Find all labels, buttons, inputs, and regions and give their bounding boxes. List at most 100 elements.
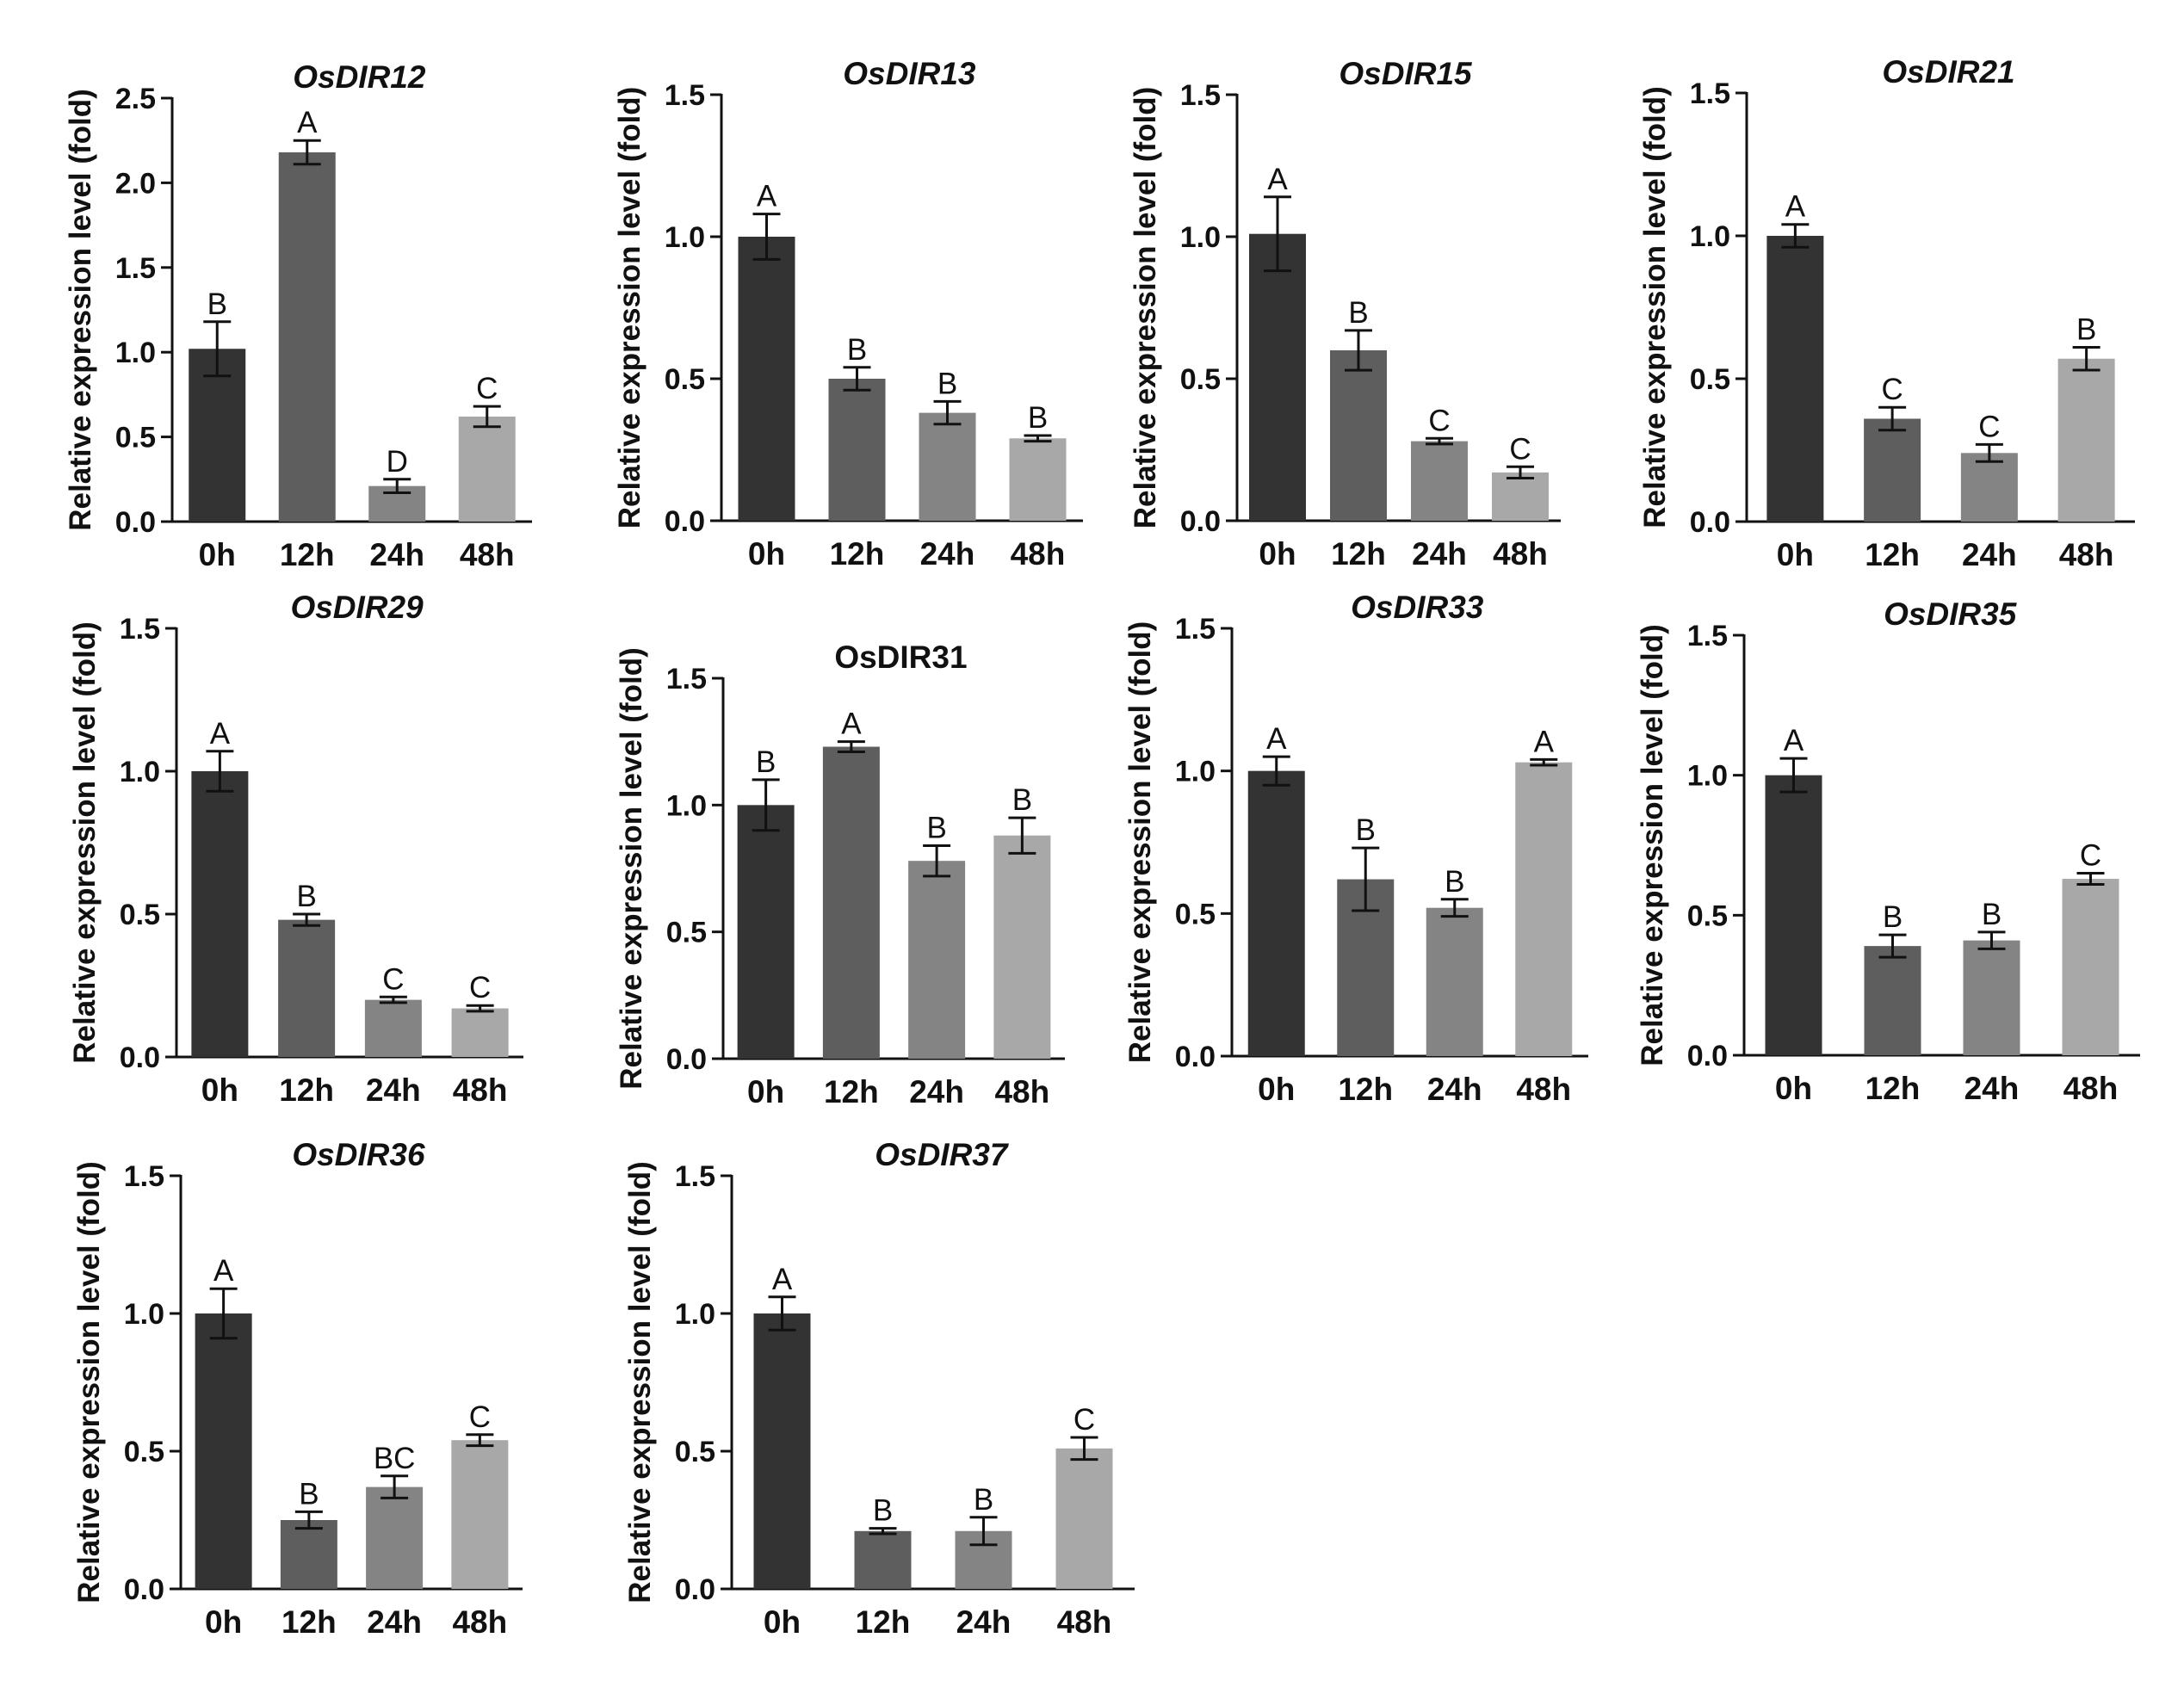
significance-letter-0h: A [1784, 724, 1804, 757]
error-bar-12h [293, 912, 321, 927]
bar-24h [919, 412, 976, 521]
bar-12h [1864, 418, 1921, 522]
y-tick-label: 0.5 [1180, 363, 1221, 396]
bar-24h [364, 999, 422, 1057]
y-tick-label: 0.5 [120, 899, 160, 931]
chart-panel-osdir33: 0.0 0.5 1.0 1.5 Relative expression level (f… [1123, 590, 1588, 1107]
error-bar-0h [1779, 757, 1808, 794]
y-tick-label: 1.0 [666, 789, 707, 822]
error-bar-24h [933, 399, 962, 426]
x-tick-label-48h: 48h [1516, 1072, 1571, 1107]
y-axis-title: Relative expression level (fold) [72, 1161, 106, 1604]
bar-12h [1864, 946, 1921, 1055]
x-tick-label-0h: 0h [747, 1074, 784, 1109]
y-tick-label: 1.5 [1180, 79, 1221, 112]
bar-48h [1009, 438, 1067, 521]
error-bar-24h [380, 1474, 409, 1499]
significance-letter-24h: B [937, 367, 957, 400]
bar-24h [1426, 907, 1483, 1056]
x-tick-label-24h: 24h [1427, 1072, 1482, 1107]
significance-letter-0h: A [1267, 163, 1288, 196]
error-bar-0h [203, 320, 232, 378]
bar-48h [993, 835, 1051, 1059]
bar-24h [366, 1486, 424, 1589]
chart-title: OsDIR21 [1882, 54, 2014, 90]
x-tick-label-48h: 48h [452, 1604, 507, 1640]
x-tick-label-0h: 0h [201, 1072, 238, 1108]
y-tick-label: 0.0 [1175, 1041, 1216, 1073]
error-bar-24h [1977, 930, 2006, 950]
bar-48h [1055, 1448, 1113, 1589]
x-tick-label-24h: 24h [1962, 537, 2017, 572]
chart-panel-osdir12: 0.0 0.5 1.0 1.5 2.0 2.5 Relative expression le… [64, 59, 532, 572]
y-tick-label: 0.5 [124, 1436, 164, 1468]
chart-title: OsDIR15 [1339, 56, 1473, 91]
y-tick-label: 1.5 [666, 663, 707, 695]
error-bar-12h [837, 740, 865, 753]
error-bar-12h [294, 1510, 323, 1530]
significance-letter-0h: A [1785, 190, 1806, 224]
y-tick-label: 0.0 [1687, 1040, 1728, 1072]
chart-title: OsDIR37 [875, 1137, 1010, 1172]
y-axis-title: Relative expression level (fold) [68, 621, 102, 1064]
x-tick-label-24h: 24h [366, 1072, 421, 1108]
y-tick-label: 0.5 [665, 363, 705, 396]
y-tick-label: 1.0 [1690, 220, 1730, 253]
y-tick-label: 1.0 [1175, 756, 1216, 788]
bar-12h [822, 746, 880, 1059]
x-tick-label-48h: 48h [1493, 536, 1548, 572]
significance-letter-24h: C [1428, 404, 1450, 437]
error-bar-0h [1264, 195, 1291, 273]
x-tick-label-12h: 12h [282, 1604, 337, 1640]
significance-letter-12h: B [1883, 900, 1902, 934]
significance-letter-0h: A [210, 717, 231, 751]
y-axis-title: Relative expression level (fold) [623, 1161, 657, 1604]
x-tick-label-48h: 48h [2059, 537, 2114, 572]
error-bar-48h [2072, 345, 2100, 372]
significance-letter-48h: B [2076, 312, 2096, 346]
y-tick-label: 0.5 [1687, 899, 1728, 932]
x-tick-label-24h: 24h [1412, 536, 1467, 572]
bar-24h [1963, 940, 2020, 1055]
significance-letter-12h: A [297, 106, 318, 139]
y-tick-label: 1.0 [120, 756, 160, 788]
significance-letter-48h: A [1534, 725, 1555, 758]
significance-letter-12h: B [296, 880, 316, 913]
chart-panel-osdir13: 0.0 0.5 1.0 1.5 Relative expression level (f… [613, 56, 1083, 572]
y-tick-label: 2.5 [115, 83, 156, 115]
bar-12h [280, 1520, 337, 1589]
significance-letter-48h: C [1509, 432, 1531, 466]
significance-letter-24h: B [974, 1483, 993, 1517]
error-bar-12h [843, 366, 871, 392]
x-tick-label-0h: 0h [199, 537, 236, 572]
bar-0h [1247, 770, 1305, 1056]
error-bar-48h [1507, 465, 1534, 479]
y-axis-title: Relative expression level (fold) [613, 87, 647, 529]
bar-0h [753, 1313, 811, 1589]
significance-letter-0h: A [757, 180, 777, 213]
bar-48h [458, 416, 516, 522]
error-bar-12h [1345, 329, 1372, 372]
x-tick-label-12h: 12h [279, 1072, 334, 1108]
bar-12h [278, 151, 336, 522]
error-bar-24h [379, 995, 407, 1004]
chart-panel-osdir35: 0.0 0.5 1.0 1.5 Relative expression level (f… [1636, 596, 2140, 1106]
significance-letter-0h: A [213, 1254, 234, 1288]
chart-panel-osdir31: 0.0 0.5 1.0 1.5 Relative expression level (f… [615, 640, 1065, 1109]
bar-0h [1765, 775, 1822, 1055]
chart-title: OsDIR33 [1351, 590, 1484, 625]
error-bar-24h [1975, 442, 2003, 463]
chart-panel-osdir37: 0.0 0.5 1.0 1.5 Relative expression level (f… [623, 1137, 1135, 1640]
bar-48h [2057, 358, 2115, 522]
y-tick-label: 0.0 [1180, 505, 1221, 538]
error-bar-48h [1024, 434, 1052, 443]
error-bar-48h [1070, 1436, 1098, 1462]
significance-letter-12h: B [1348, 296, 1368, 330]
y-tick-label: 1.0 [124, 1298, 164, 1331]
error-bar-24h [969, 1516, 998, 1547]
bar-48h [2062, 879, 2119, 1055]
significance-letter-48h: C [469, 1400, 491, 1434]
x-tick-label-24h: 24h [909, 1074, 964, 1109]
y-tick-label: 0.0 [1690, 506, 1730, 539]
error-bar-24h [1440, 898, 1469, 918]
